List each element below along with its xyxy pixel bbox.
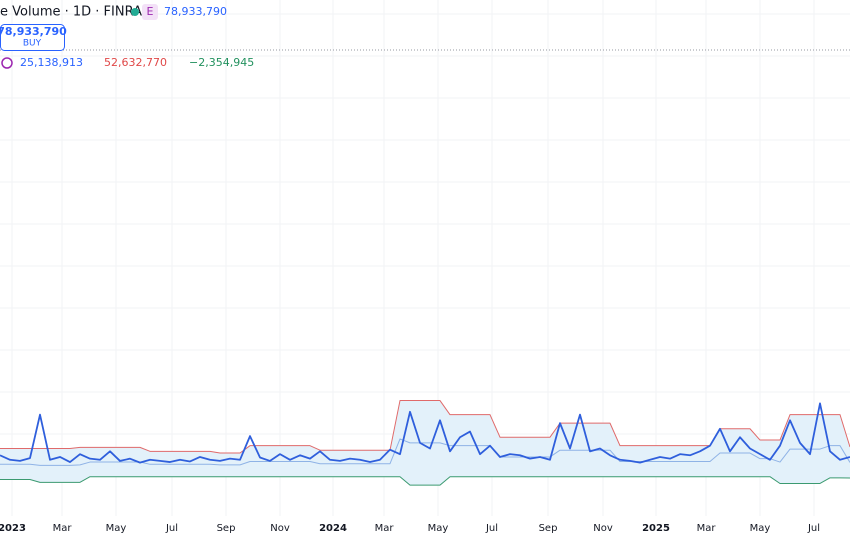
badge-box[interactable] (142, 4, 158, 20)
refresh-icon[interactable] (1, 57, 13, 69)
legend-upper: 52,632,770 (104, 56, 167, 69)
x-tick-label: Jul (165, 523, 178, 534)
order-price[interactable]: 78,933,790 (0, 25, 67, 38)
plot (0, 400, 850, 486)
series-line (0, 402, 850, 464)
x-axis: 2023 Mar May Jul Sep Nov 2024 Mar May Jul Sep Nov 20… (0, 523, 820, 534)
x-tick-label: Sep (539, 523, 558, 534)
series-line (0, 476, 850, 486)
x-tick-label: Nov (270, 523, 290, 534)
x-tick-label: May (750, 523, 771, 534)
x-tick-label: Mar (375, 523, 395, 534)
x-tick-label: Mar (53, 523, 73, 534)
order-side[interactable]: BUY (23, 39, 42, 49)
status-dot (131, 8, 139, 16)
x-tick-label: 2023 (0, 523, 26, 534)
x-tick-label: Nov (593, 523, 613, 534)
legend-lower: −2,354,945 (189, 56, 254, 69)
x-tick-label: 2024 (319, 523, 347, 534)
legend-basis: 25,138,913 (20, 56, 83, 69)
x-tick-label: Mar (697, 523, 717, 534)
x-tick-label: May (106, 523, 127, 534)
x-tick-label: 2025 (642, 523, 670, 534)
x-tick-label: Jul (807, 523, 820, 534)
order-button[interactable] (0, 24, 65, 51)
x-tick-label: Sep (217, 523, 236, 534)
x-tick-label: May (428, 523, 449, 534)
indicator-title: e Volume · 1D · FINRA (0, 5, 142, 20)
last-value: 78,933,790 (164, 5, 227, 18)
x-tick-label: Jul (485, 523, 498, 534)
badge[interactable]: E (147, 5, 154, 18)
